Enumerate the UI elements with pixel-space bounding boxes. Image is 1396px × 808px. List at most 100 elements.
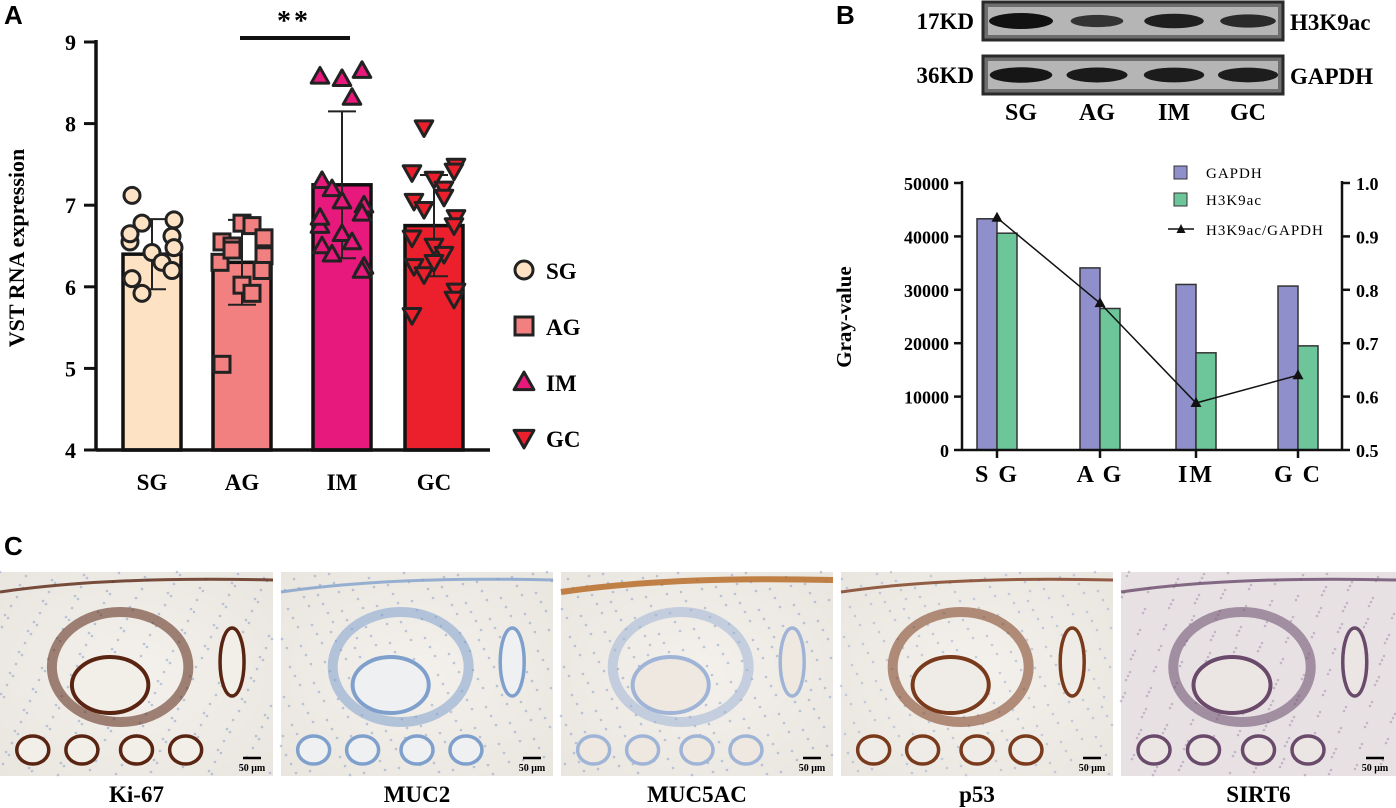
- stroma-nucleus: [194, 665, 198, 669]
- stroma-nucleus: [1014, 659, 1018, 663]
- stroma-nucleus: [1271, 699, 1275, 703]
- stroma-nucleus: [878, 591, 882, 595]
- stroma-nucleus: [853, 614, 857, 618]
- stroma-nucleus: [902, 607, 906, 611]
- stroma-nucleus: [1317, 610, 1321, 614]
- stroma-nucleus: [1322, 589, 1326, 593]
- stroma-nucleus: [1092, 677, 1096, 681]
- stroma-nucleus: [1086, 707, 1090, 711]
- stroma-nucleus: [109, 729, 113, 733]
- stroma-nucleus: [1077, 582, 1081, 586]
- stroma-nucleus: [29, 632, 33, 636]
- stroma-nucleus: [583, 730, 587, 734]
- stroma-nucleus: [884, 697, 888, 701]
- stroma-nucleus: [426, 587, 430, 591]
- stroma-nucleus: [1060, 633, 1064, 637]
- stroma-nucleus: [483, 744, 487, 748]
- stroma-nucleus: [192, 610, 196, 614]
- stroma-nucleus: [1170, 702, 1174, 706]
- stroma-nucleus: [802, 621, 806, 625]
- stroma-nucleus: [604, 727, 608, 731]
- stroma-nucleus: [1098, 647, 1102, 651]
- stroma-nucleus: [457, 670, 461, 674]
- stroma-nucleus: [13, 729, 17, 733]
- legend-marker-im: [512, 370, 536, 392]
- stroma-nucleus: [742, 717, 746, 721]
- stroma-nucleus: [110, 647, 114, 651]
- stroma-nucleus: [856, 769, 860, 773]
- gland-lumen: [1191, 655, 1273, 715]
- stroma-nucleus: [492, 665, 496, 669]
- bar-gapdh: [976, 218, 998, 451]
- stroma-nucleus: [1249, 583, 1253, 587]
- stroma-nucleus: [747, 726, 751, 730]
- stroma-nucleus: [200, 656, 204, 660]
- stroma-nucleus: [394, 747, 398, 751]
- stroma-nucleus: [1027, 696, 1031, 700]
- stroma-nucleus: [1159, 644, 1163, 648]
- stroma-nucleus: [236, 572, 240, 576]
- stroma-nucleus: [103, 738, 107, 742]
- stroma-nucleus: [1254, 766, 1258, 770]
- stroma-nucleus: [423, 636, 427, 640]
- stroma-nucleus: [1369, 600, 1373, 604]
- stroma-nucleus: [217, 681, 221, 685]
- stroma-nucleus: [386, 583, 390, 587]
- stroma-nucleus: [684, 599, 688, 603]
- stroma-nucleus: [1100, 705, 1104, 709]
- stroma-nucleus: [175, 570, 179, 574]
- stroma-nucleus: [879, 688, 883, 692]
- stroma-nucleus: [906, 655, 910, 659]
- stroma-nucleus: [113, 650, 117, 654]
- panel-b-y2-tick-label: 0.5: [1356, 441, 1379, 461]
- stroma-nucleus: [493, 626, 497, 630]
- stroma-nucleus: [1155, 765, 1159, 769]
- stroma-nucleus: [592, 651, 596, 655]
- stroma-nucleus: [1064, 749, 1068, 753]
- stroma-nucleus: [81, 655, 85, 659]
- stroma-nucleus: [1121, 695, 1125, 699]
- stroma-nucleus: [857, 730, 861, 734]
- stroma-nucleus: [1294, 598, 1298, 602]
- stroma-nucleus: [8, 671, 12, 675]
- stroma-nucleus: [172, 582, 176, 586]
- stroma-nucleus: [1030, 647, 1034, 651]
- crypt-gland: [15, 734, 51, 766]
- western-blot: 17KD H3K9ac 36KD GAPDH SG AG IM GC: [917, 0, 1373, 126]
- stroma-nucleus: [899, 588, 903, 592]
- stroma-nucleus: [894, 579, 898, 583]
- stroma-nucleus: [852, 721, 856, 725]
- stroma-nucleus: [567, 674, 571, 678]
- stroma-nucleus: [264, 646, 268, 650]
- blot-band-h3k9ac: [1070, 14, 1124, 28]
- stroma-nucleus: [1268, 603, 1272, 607]
- stroma-nucleus: [344, 657, 348, 661]
- stroma-nucleus: [507, 760, 511, 764]
- stroma-nucleus: [789, 584, 793, 588]
- panel-letter-b: B: [836, 0, 855, 30]
- stroma-nucleus: [648, 643, 652, 647]
- stroma-nucleus: [142, 642, 146, 646]
- stroma-nucleus: [1016, 717, 1020, 721]
- stroma-nucleus: [430, 703, 434, 707]
- stroma-nucleus: [828, 695, 832, 699]
- stroma-nucleus: [279, 744, 283, 748]
- stroma-nucleus: [801, 728, 805, 732]
- stroma-nucleus: [15, 595, 19, 599]
- stroma-nucleus: [482, 647, 486, 651]
- stroma-nucleus: [774, 693, 778, 697]
- stroma-nucleus: [48, 727, 52, 731]
- stroma-nucleus: [918, 595, 922, 599]
- stroma-nucleus: [636, 771, 640, 775]
- stroma-nucleus: [341, 706, 345, 710]
- data-point-gc: [443, 290, 465, 310]
- stroma-nucleus: [721, 652, 725, 656]
- stroma-nucleus: [454, 719, 458, 723]
- stroma-nucleus: [195, 598, 199, 602]
- stroma-nucleus: [519, 700, 523, 704]
- stroma-nucleus: [532, 737, 536, 741]
- stroma-nucleus: [1265, 620, 1269, 624]
- stroma-nucleus: [805, 640, 809, 644]
- stroma-nucleus: [757, 608, 761, 612]
- stroma-nucleus: [198, 586, 202, 590]
